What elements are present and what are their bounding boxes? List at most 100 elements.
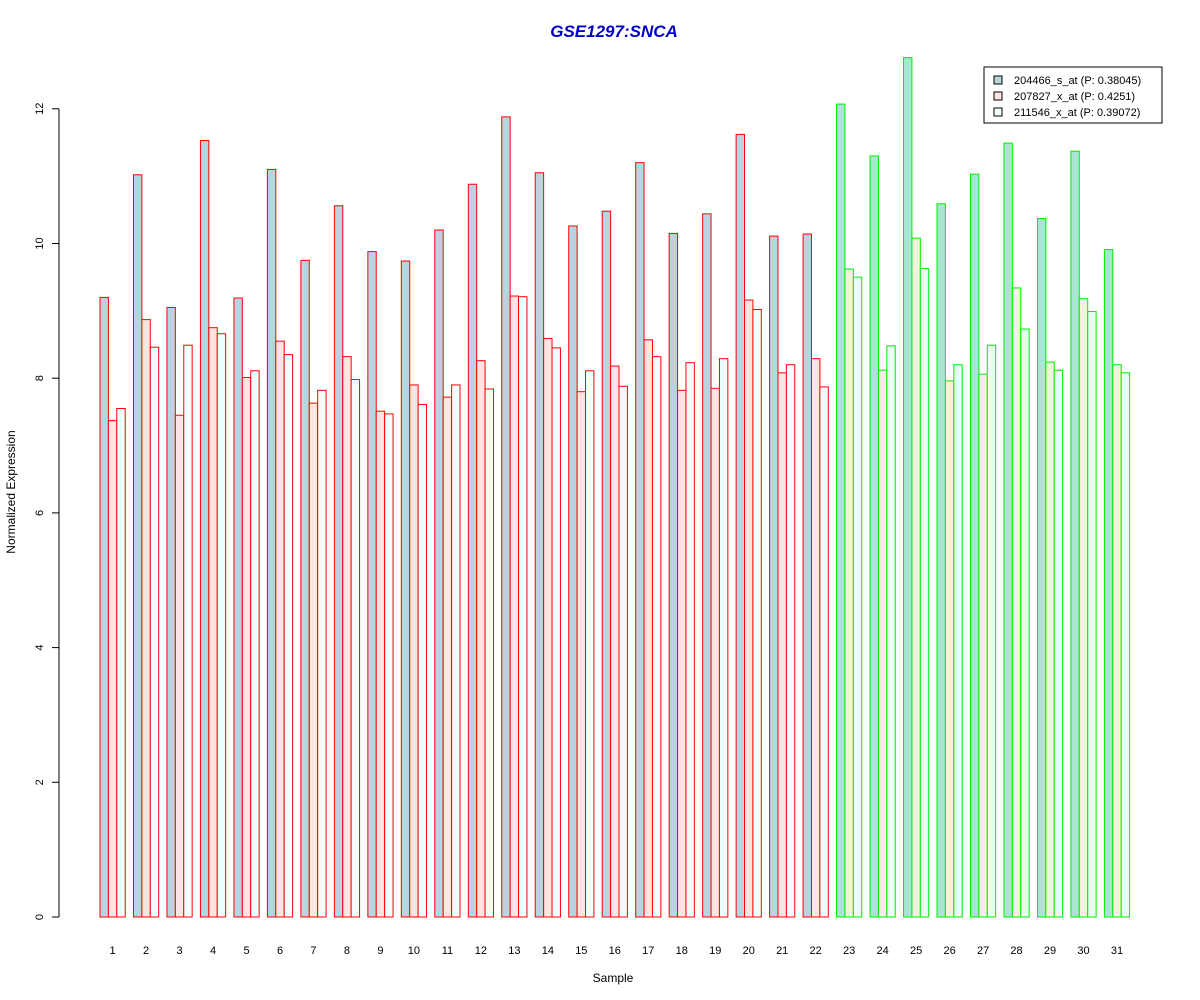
bar: [978, 373, 988, 918]
bar: [576, 391, 587, 918]
legend: 204466_s_at (P: 0.38045) 207827_x_at (P: …: [983, 66, 1163, 124]
bar: [317, 389, 327, 918]
bar: [953, 364, 963, 918]
bar: [710, 387, 720, 918]
legend-swatch: [993, 75, 1003, 85]
bar: [1011, 287, 1022, 918]
bar: [1078, 298, 1089, 918]
bar: [869, 155, 879, 918]
bar: [635, 162, 645, 918]
bar: [610, 365, 620, 918]
bar: [283, 354, 294, 918]
bars-group: [99, 57, 1131, 918]
bar: [149, 346, 160, 918]
x-tick-label: 15: [575, 945, 587, 957]
bar: [367, 251, 377, 918]
bar: [1087, 311, 1097, 918]
bar: [819, 386, 829, 918]
bar: [501, 116, 511, 918]
bar: [777, 372, 787, 918]
x-tick-label: 23: [843, 945, 855, 957]
bar: [551, 347, 561, 918]
bar: [836, 103, 846, 918]
bar: [1020, 328, 1030, 918]
bar: [886, 345, 896, 918]
bar: [643, 339, 653, 918]
x-tick-label: 5: [243, 945, 249, 957]
bar: [275, 340, 285, 918]
bar: [752, 309, 762, 918]
x-tick-label: 14: [542, 945, 554, 957]
x-tick-label: 8: [344, 945, 350, 957]
bar: [903, 57, 913, 918]
x-tick-label: 9: [377, 945, 383, 957]
bar: [484, 388, 494, 918]
y-tick-label: 6: [34, 510, 46, 516]
bar: [467, 183, 478, 918]
bar: [1070, 150, 1080, 918]
bar: [1103, 249, 1114, 918]
x-axis-label: Sample: [593, 971, 634, 985]
bar: [400, 260, 411, 918]
x-tick-label: 2: [143, 945, 149, 957]
bar: [333, 205, 344, 918]
bar: [852, 276, 863, 918]
bar: [944, 380, 955, 918]
bar: [266, 168, 277, 918]
bar: [618, 385, 628, 918]
bar: [442, 396, 453, 918]
y-tick-label: 2: [34, 779, 46, 785]
x-tick-label: 22: [810, 945, 822, 957]
x-tick-label: 19: [709, 945, 721, 957]
x-tick-label: 7: [310, 945, 316, 957]
bar: [718, 358, 729, 918]
bar: [769, 235, 779, 918]
y-tick-label: 0: [34, 914, 46, 920]
bar: [1053, 369, 1064, 918]
bar: [651, 356, 662, 918]
legend-swatch: [993, 91, 1003, 101]
bar: [451, 384, 461, 918]
bar: [199, 139, 210, 918]
x-tick-label: 1: [110, 945, 116, 957]
bar: [107, 420, 118, 918]
x-tick-label: 21: [776, 945, 788, 957]
bar: [744, 299, 754, 918]
bar: [166, 306, 176, 918]
bar: [476, 360, 486, 918]
bar: [1036, 218, 1047, 918]
bar: [844, 268, 854, 918]
bar: [434, 229, 444, 918]
bar: [702, 213, 712, 918]
x-tick-label: 26: [943, 945, 955, 957]
bar: [735, 133, 746, 918]
bar: [233, 297, 243, 918]
legend-label: 207827_x_at (P: 0.4251): [1014, 91, 1135, 103]
bar: [409, 384, 419, 918]
bar: [677, 389, 687, 918]
bar: [802, 233, 812, 918]
legend-box: [983, 66, 1163, 124]
x-tick-label: 13: [508, 945, 520, 957]
x-tick-label: 29: [1044, 945, 1056, 957]
y-tick-label: 10: [34, 237, 46, 249]
bar: [375, 410, 386, 918]
x-tick-label: 18: [676, 945, 688, 957]
bar: [668, 232, 679, 918]
bar: [509, 295, 520, 918]
y-axis: 0 2 4 6 8 10 12: [34, 103, 60, 920]
bar: [1120, 372, 1131, 918]
bar: [919, 267, 930, 918]
x-tick-label: 27: [977, 945, 989, 957]
y-tick-label: 8: [34, 375, 46, 381]
y-axis-label: Normalized Expression: [4, 430, 18, 553]
bar: [417, 403, 428, 918]
x-tick-label: 16: [609, 945, 621, 957]
x-tick-label: 17: [642, 945, 654, 957]
x-tick-label: 6: [277, 945, 283, 957]
x-tick-label: 28: [1010, 945, 1022, 957]
bar: [986, 344, 997, 918]
bar: [1045, 361, 1055, 918]
x-tick-label: 12: [475, 945, 487, 957]
bar: [216, 333, 227, 918]
